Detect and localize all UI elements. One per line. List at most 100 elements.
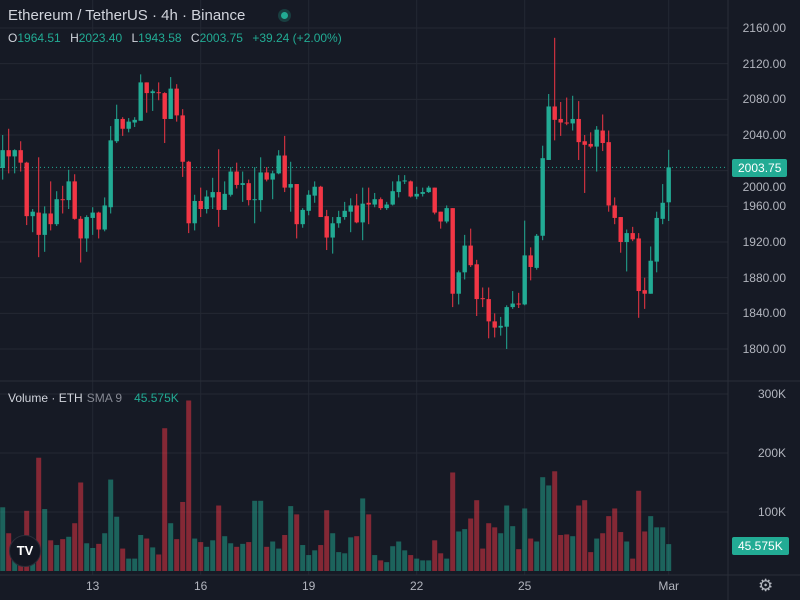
low-value: 1943.58 (138, 31, 182, 45)
candle-body (234, 171, 239, 185)
market-status-icon (278, 9, 291, 22)
candle-body (534, 235, 539, 268)
candle-body (168, 88, 173, 119)
close-value: 2003.75 (199, 31, 243, 45)
volume-bar (276, 548, 282, 571)
candle-body (72, 181, 77, 219)
candle-body (612, 205, 617, 218)
candle-body (444, 208, 449, 222)
symbol-title[interactable]: Ethereum / TetherUS · 4h · Binance (8, 7, 246, 24)
volume-bar (414, 558, 420, 571)
volume-bar (144, 538, 150, 571)
price-tick-label: 1880.00 (742, 270, 786, 285)
candle-body (480, 298, 485, 300)
candle-body (186, 161, 191, 224)
candle-body (336, 217, 341, 224)
volume-bar (234, 546, 240, 571)
volume-bar (42, 509, 48, 571)
candle-body (468, 245, 473, 266)
price-tick-label: 2160.00 (742, 21, 786, 35)
volume-bar (666, 544, 672, 571)
candle-body (306, 194, 311, 211)
candle-body (420, 192, 425, 194)
volume-bar (582, 500, 588, 571)
candle-body (294, 184, 299, 225)
volume-bar (270, 541, 276, 571)
candle-body (552, 106, 557, 120)
volume-bar (78, 482, 84, 571)
volume-bar (480, 548, 486, 571)
candle-body (108, 140, 113, 208)
candle-body (36, 212, 41, 235)
candle-body (78, 218, 83, 239)
volume-bar (288, 506, 294, 571)
candle-body (654, 217, 659, 262)
tradingview-logo[interactable]: TV (9, 535, 41, 567)
candle-body (486, 299, 491, 322)
time-tick-label: 25 (518, 579, 532, 593)
candle-body (576, 118, 581, 143)
volume-bar (114, 516, 120, 571)
volume-bar (456, 531, 462, 571)
volume-bar (156, 554, 162, 571)
price-tick-label: 2120.00 (742, 56, 786, 71)
candle-body (18, 150, 23, 163)
volume-bar (192, 538, 198, 571)
candle-body (426, 187, 431, 193)
price-tick-label: 1800.00 (742, 342, 786, 356)
candle-body (132, 119, 137, 123)
candle-body (198, 200, 203, 210)
candle-body (330, 223, 335, 238)
candle-body (474, 264, 479, 300)
volume-bar (630, 558, 636, 571)
volume-value: 45.575K (134, 391, 179, 405)
candle-body (450, 208, 455, 294)
volume-bar (462, 529, 468, 571)
candle-body (516, 303, 521, 305)
volume-bar (618, 532, 624, 571)
volume-legend[interactable]: Volume · ETH SMA 9 45.575K (8, 391, 179, 405)
ohlc-legend: O1964.51 H2023.40 L1943.58 C2003.75 +39.… (8, 31, 348, 45)
volume-bar (420, 560, 426, 571)
volume-bar (60, 539, 66, 571)
volume-bar (360, 498, 366, 571)
candle-body (348, 205, 353, 212)
candle-body (492, 321, 497, 328)
candle-body (414, 193, 419, 197)
candle-body (588, 143, 593, 147)
volume-bar (468, 518, 474, 571)
high-label: H (70, 31, 79, 45)
candle-body (180, 115, 185, 162)
candle-body (462, 245, 467, 273)
volume-bar (0, 507, 6, 571)
candle-body (372, 199, 377, 205)
volume-bar (312, 550, 318, 571)
volume-bar (336, 552, 342, 571)
volume-bar (198, 542, 204, 571)
volume-bar (90, 547, 96, 571)
volume-bar (36, 457, 42, 571)
volume-bar (474, 500, 480, 571)
volume-bar (120, 548, 126, 571)
volume-bar (228, 543, 234, 571)
gear-icon[interactable]: ⚙ (758, 576, 774, 595)
candle-body (618, 217, 623, 243)
volume-bar (84, 543, 90, 571)
volume-bar (54, 545, 60, 571)
volume-bar (330, 533, 336, 571)
candle-body (354, 205, 359, 223)
volume-bar (600, 533, 606, 571)
current-price-label: 2003.75 (732, 159, 788, 177)
volume-bar (432, 540, 438, 571)
price-tick-label: 2040.00 (742, 128, 786, 142)
candle-body (636, 238, 641, 292)
candle-body (54, 199, 59, 225)
candle-body (192, 200, 197, 224)
candle-body (384, 204, 389, 209)
volume-bar (222, 536, 228, 571)
volume-bar (510, 526, 516, 571)
candle-body (102, 205, 107, 230)
volume-bar (324, 510, 330, 571)
volume-bar (348, 537, 354, 571)
